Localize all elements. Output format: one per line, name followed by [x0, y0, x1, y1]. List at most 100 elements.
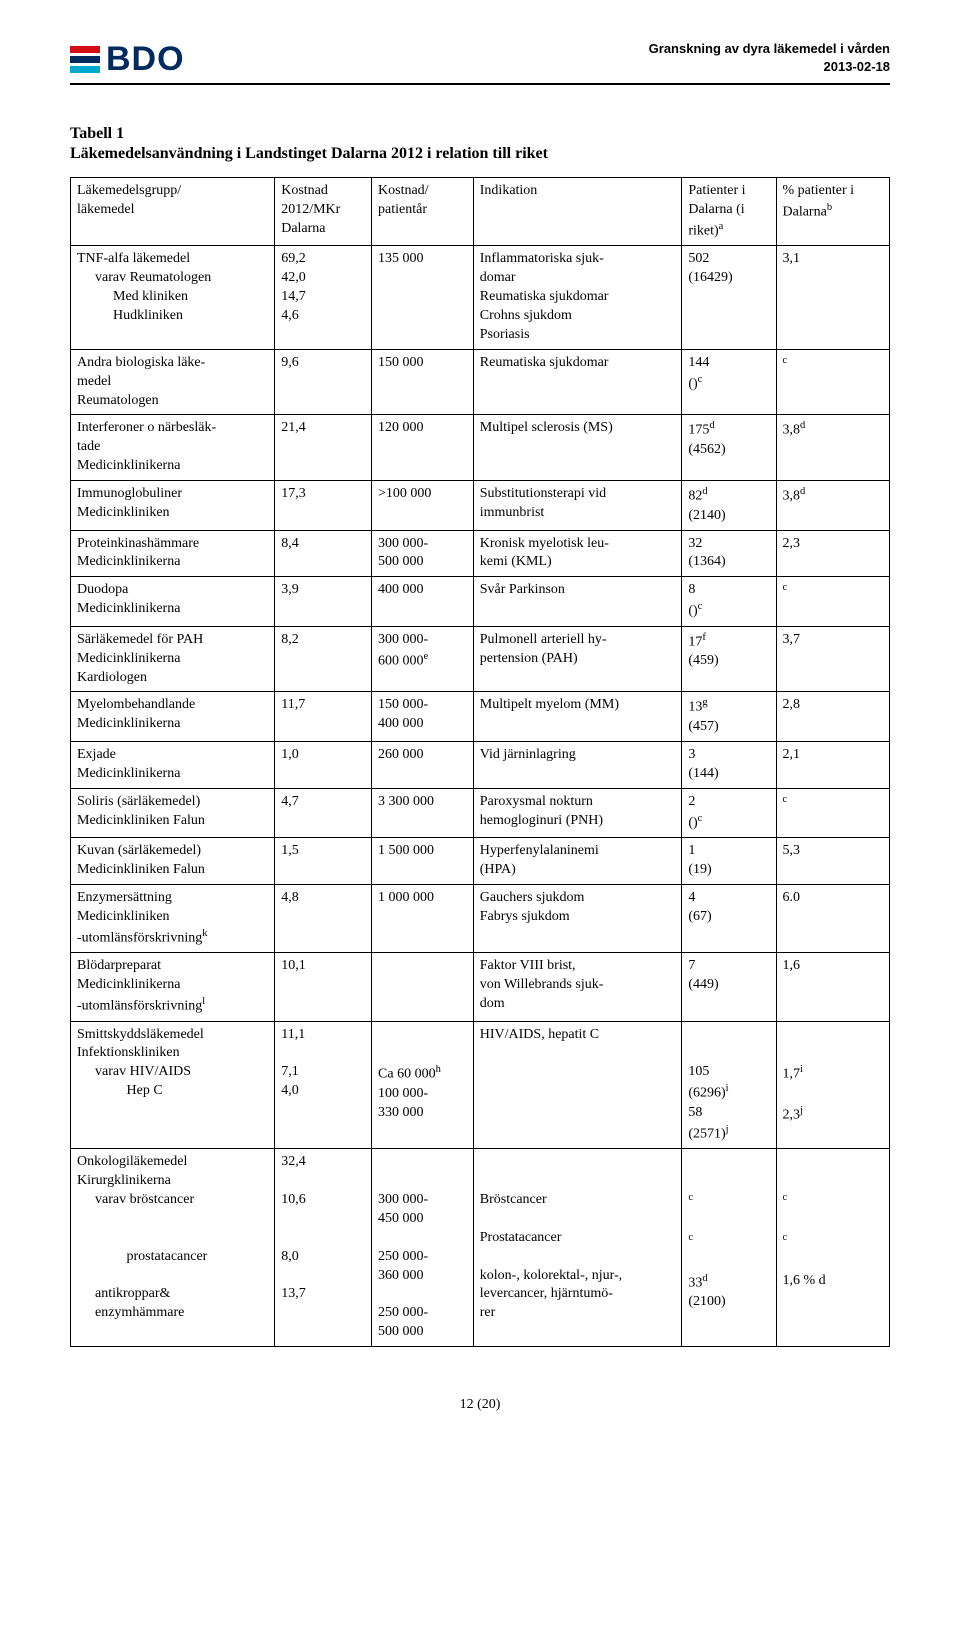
cell-14-4: cc33d(2100)	[682, 1149, 776, 1347]
table-row: ExjadeMedicinklinikerna1,0260 000Vid jär…	[71, 741, 890, 788]
page-header: BDO Granskning av dyra läkemedel i vårde…	[70, 40, 890, 85]
cell-13-1: 11,17,14,0	[275, 1021, 372, 1149]
cell-9-5: c	[776, 788, 890, 837]
cell-11-0: EnzymersättningMedicinkliniken-utomlänsf…	[71, 884, 275, 952]
cell-6-0: Särläkemedel för PAHMedicinklinikernaKar…	[71, 626, 275, 692]
table-head: Läkemedelsgrupp/läkemedelKostnad2012/MKr…	[71, 178, 890, 246]
col-header-5: % patienter iDalarnab	[776, 178, 890, 246]
cell-4-5: 2,3	[776, 530, 890, 577]
cell-13-5: 1,7i2,3j	[776, 1021, 890, 1149]
cell-5-2: 400 000	[372, 577, 474, 626]
cell-6-1: 8,2	[275, 626, 372, 692]
cell-9-2: 3 300 000	[372, 788, 474, 837]
table-row: Kuvan (särläkemedel)Medicinkliniken Falu…	[71, 838, 890, 885]
cell-13-3: HIV/AIDS, hepatit C	[473, 1021, 682, 1149]
table-row: Andra biologiska läke-medelReumatologen9…	[71, 349, 890, 415]
cell-12-5: 1,6	[776, 953, 890, 1021]
cell-2-4: 175d(4562)	[682, 415, 776, 481]
cell-4-4: 32(1364)	[682, 530, 776, 577]
cell-12-4: 7(449)	[682, 953, 776, 1021]
col-header-1: Kostnad2012/MKrDalarna	[275, 178, 372, 246]
cell-5-5: c	[776, 577, 890, 626]
bdo-logo: BDO	[70, 40, 185, 79]
cell-0-2: 135 000	[372, 246, 474, 349]
table-row: Soliris (särläkemedel)Medicinkliniken Fa…	[71, 788, 890, 837]
cell-8-1: 1,0	[275, 741, 372, 788]
table-row: ProteinkinashämmareMedicinklinikerna8,43…	[71, 530, 890, 577]
cell-14-2: 300 000-450 000250 000-360 000250 000-50…	[372, 1149, 474, 1347]
cell-1-1: 9,6	[275, 349, 372, 415]
cell-3-1: 17,3	[275, 481, 372, 530]
col-header-3: Indikation	[473, 178, 682, 246]
cell-0-3: Inflammatoriska sjuk-domarReumatiska sju…	[473, 246, 682, 349]
header-line2: 2013-02-18	[649, 58, 890, 76]
cell-9-4: 2()c	[682, 788, 776, 837]
cell-1-3: Reumatiska sjukdomar	[473, 349, 682, 415]
cell-4-0: ProteinkinashämmareMedicinklinikerna	[71, 530, 275, 577]
cell-13-2: Ca 60 000h100 000-330 000	[372, 1021, 474, 1149]
cell-0-1: 69,242,014,74,6	[275, 246, 372, 349]
cell-13-4: 105(6296)i58(2571)j	[682, 1021, 776, 1149]
table-row: Interferoner o närbesläk-tadeMedicinklin…	[71, 415, 890, 481]
cell-8-2: 260 000	[372, 741, 474, 788]
header-right: Granskning av dyra läkemedel i vården 20…	[649, 40, 890, 76]
cell-10-4: 1(19)	[682, 838, 776, 885]
cell-0-0: TNF-alfa läkemedelvarav ReumatologenMed …	[71, 246, 275, 349]
cell-7-1: 11,7	[275, 692, 372, 741]
cell-2-3: Multipel sclerosis (MS)	[473, 415, 682, 481]
cell-6-3: Pulmonell arteriell hy-pertension (PAH)	[473, 626, 682, 692]
table-row: SmittskyddsläkemedelInfektionsklinikenva…	[71, 1021, 890, 1149]
cell-6-2: 300 000-600 000e	[372, 626, 474, 692]
cell-14-3: BröstcancerProstatacancerkolon-, kolorek…	[473, 1149, 682, 1347]
cell-7-2: 150 000-400 000	[372, 692, 474, 741]
cell-6-5: 3,7	[776, 626, 890, 692]
cell-10-5: 5,3	[776, 838, 890, 885]
cell-11-2: 1 000 000	[372, 884, 474, 952]
cell-1-2: 150 000	[372, 349, 474, 415]
cell-14-0: OnkologiläkemedelKirurgklinikernavarav b…	[71, 1149, 275, 1347]
cell-2-2: 120 000	[372, 415, 474, 481]
table-row: MyelombehandlandeMedicinklinikerna11,715…	[71, 692, 890, 741]
table-body: TNF-alfa läkemedelvarav ReumatologenMed …	[71, 246, 890, 1347]
cell-0-5: 3,1	[776, 246, 890, 349]
cell-3-0: ImmunoglobulinerMedicinkliniken	[71, 481, 275, 530]
cell-12-2	[372, 953, 474, 1021]
cell-8-3: Vid järninlagring	[473, 741, 682, 788]
table-row: EnzymersättningMedicinkliniken-utomlänsf…	[71, 884, 890, 952]
cell-4-3: Kronisk myelotisk leu-kemi (KML)	[473, 530, 682, 577]
cell-2-5: 3,8d	[776, 415, 890, 481]
cell-1-0: Andra biologiska läke-medelReumatologen	[71, 349, 275, 415]
cell-5-0: DuodopaMedicinklinikerna	[71, 577, 275, 626]
cell-2-1: 21,4	[275, 415, 372, 481]
page-number: 12 (20)	[70, 1397, 890, 1413]
cell-1-4: 144()c	[682, 349, 776, 415]
cell-5-1: 3,9	[275, 577, 372, 626]
cell-7-3: Multipelt myelom (MM)	[473, 692, 682, 741]
table-title: Tabell 1	[70, 125, 890, 143]
table-header-row: Läkemedelsgrupp/läkemedelKostnad2012/MKr…	[71, 178, 890, 246]
logo-bars	[70, 46, 100, 73]
col-header-4: Patienter iDalarna (iriket)a	[682, 178, 776, 246]
logo-bar-navy	[70, 56, 100, 63]
cell-14-5: cc1,6 % d	[776, 1149, 890, 1347]
cell-12-3: Faktor VIII brist,von Willebrands sjuk-d…	[473, 953, 682, 1021]
cell-5-4: 8()c	[682, 577, 776, 626]
header-line1: Granskning av dyra läkemedel i vården	[649, 40, 890, 58]
medication-table: Läkemedelsgrupp/läkemedelKostnad2012/MKr…	[70, 177, 890, 1347]
table-subtitle: Läkemedelsanvändning i Landstinget Dalar…	[70, 145, 890, 163]
cell-7-5: 2,8	[776, 692, 890, 741]
col-header-2: Kostnad/patientår	[372, 178, 474, 246]
cell-12-1: 10,1	[275, 953, 372, 1021]
cell-3-3: Substitutionsterapi vidimmunbrist	[473, 481, 682, 530]
table-row: Särläkemedel för PAHMedicinklinikernaKar…	[71, 626, 890, 692]
col-header-0: Läkemedelsgrupp/läkemedel	[71, 178, 275, 246]
cell-2-0: Interferoner o närbesläk-tadeMedicinklin…	[71, 415, 275, 481]
cell-11-4: 4(67)	[682, 884, 776, 952]
cell-3-5: 3,8d	[776, 481, 890, 530]
table-row: OnkologiläkemedelKirurgklinikernavarav b…	[71, 1149, 890, 1347]
cell-8-0: ExjadeMedicinklinikerna	[71, 741, 275, 788]
table-row: DuodopaMedicinklinikerna3,9400 000Svår P…	[71, 577, 890, 626]
cell-7-4: 13g(457)	[682, 692, 776, 741]
cell-9-3: Paroxysmal nokturnhemogloginuri (PNH)	[473, 788, 682, 837]
cell-11-1: 4,8	[275, 884, 372, 952]
